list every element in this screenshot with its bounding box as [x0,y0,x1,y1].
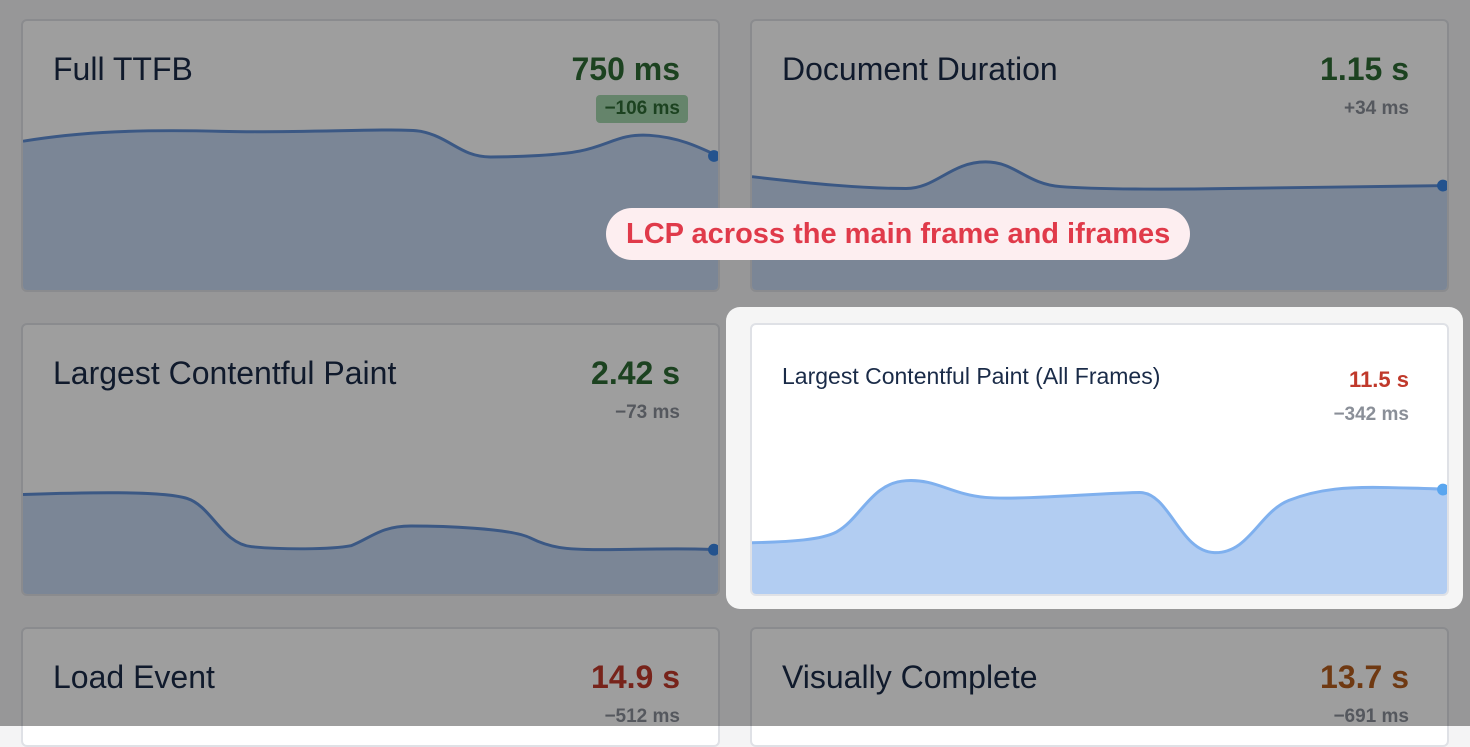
full-ttfb-sparkline-line [23,128,718,159]
card-delta-badge: −106 ms [596,95,688,123]
card-value: 2.42 s [591,355,680,391]
document-duration-sparkline-endpoint [1437,179,1447,192]
card-delta: −512 ms [604,706,680,727]
card-value: 14.9 s [591,659,680,695]
full-ttfb-sparkline-endpoint [708,150,718,162]
card-title: Document Duration [782,51,1058,87]
lcp-sparkline-line [23,491,718,552]
lcp-sparkline-endpoint [708,543,718,556]
metric-card-largest-contentful-paint[interactable]: Largest Contentful Paint 2.42 s −73 ms [21,323,720,596]
card-title: Largest Contentful Paint [53,355,397,391]
lcp-all-frames-sparkline [752,479,1447,594]
card-value: 1.15 s [1320,51,1409,87]
lcp-all-frames-sparkline-line [752,479,1447,555]
card-title: Full TTFB [53,51,193,87]
card-delta: −342 ms [1333,404,1409,425]
metric-card-full-ttfb[interactable]: Full TTFB 750 ms −106 ms [21,19,720,292]
card-title: Load Event [53,659,215,695]
lcp-sparkline-area [23,492,718,594]
card-value: 13.7 s [1320,659,1409,695]
lcp-all-frames-sparkline-endpoint [1437,483,1447,496]
card-delta: −691 ms [1333,706,1409,727]
document-duration-sparkline-line [752,160,1447,191]
annotation-callout: LCP across the main frame and iframes [606,208,1191,260]
card-delta: +34 ms [1344,98,1409,119]
full-ttfb-sparkline-area [23,129,718,290]
full-ttfb-sparkline [23,128,718,290]
card-title: Largest Contentful Paint (All Frames) [782,363,1161,389]
metric-card-lcp-all-frames[interactable]: Largest Contentful Paint (All Frames) 11… [750,323,1449,596]
lcp-sparkline [23,491,718,594]
lcp-all-frames-sparkline-area [752,480,1447,594]
card-value: 11.5 s [1349,367,1409,392]
card-value: 750 ms [571,51,680,87]
card-delta: −73 ms [615,402,680,423]
card-title: Visually Complete [782,659,1038,695]
